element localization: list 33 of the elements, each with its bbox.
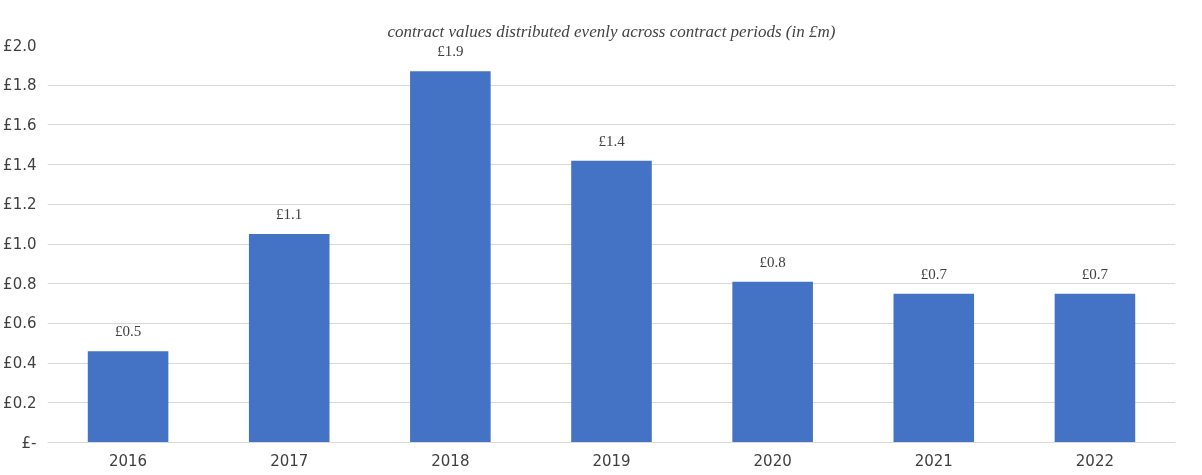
data-label: £0.7 (920, 265, 948, 282)
data-label: £1.1 (276, 206, 303, 223)
bar (248, 234, 330, 443)
x-tick-label: 2018 (431, 451, 470, 470)
y-tick-label: £1.2 (3, 195, 37, 214)
bar (410, 71, 491, 443)
y-tick-label: £1.4 (3, 155, 37, 174)
x-tick-label: 2017 (270, 451, 309, 470)
chart-title: contract values distributed evenly across contract periods (in £m) (387, 21, 836, 41)
y-tick-label: £1.8 (3, 76, 37, 95)
data-label: £0.8 (759, 253, 786, 270)
y-tick-label: £1.0 (3, 235, 37, 253)
y-tick-label: £0.6 (3, 314, 37, 333)
y-tick-label: £0.2 (3, 393, 37, 412)
x-tick-label: 2016 (108, 451, 148, 470)
x-tick-label: 2021 (914, 451, 953, 470)
x-tick-label: 2022 (1075, 451, 1115, 470)
data-label: £1.9 (437, 43, 464, 60)
x-tick-label: 2020 (753, 451, 792, 470)
bar (571, 160, 652, 443)
y-tick-label: £2.0 (3, 36, 37, 55)
y-tick-label: £0.8 (3, 274, 37, 293)
bar (732, 281, 813, 443)
y-tick-label: £- (21, 433, 37, 452)
data-label: £0.7 (1081, 265, 1109, 282)
bar (1054, 293, 1136, 443)
bar (893, 293, 975, 443)
data-label: £0.5 (114, 323, 142, 340)
x-tick-label: 2019 (592, 451, 631, 470)
data-label: £1.4 (598, 132, 626, 149)
bar (87, 351, 169, 443)
y-tick-label: £0.4 (3, 354, 37, 373)
y-tick-label: £1.6 (3, 115, 37, 134)
